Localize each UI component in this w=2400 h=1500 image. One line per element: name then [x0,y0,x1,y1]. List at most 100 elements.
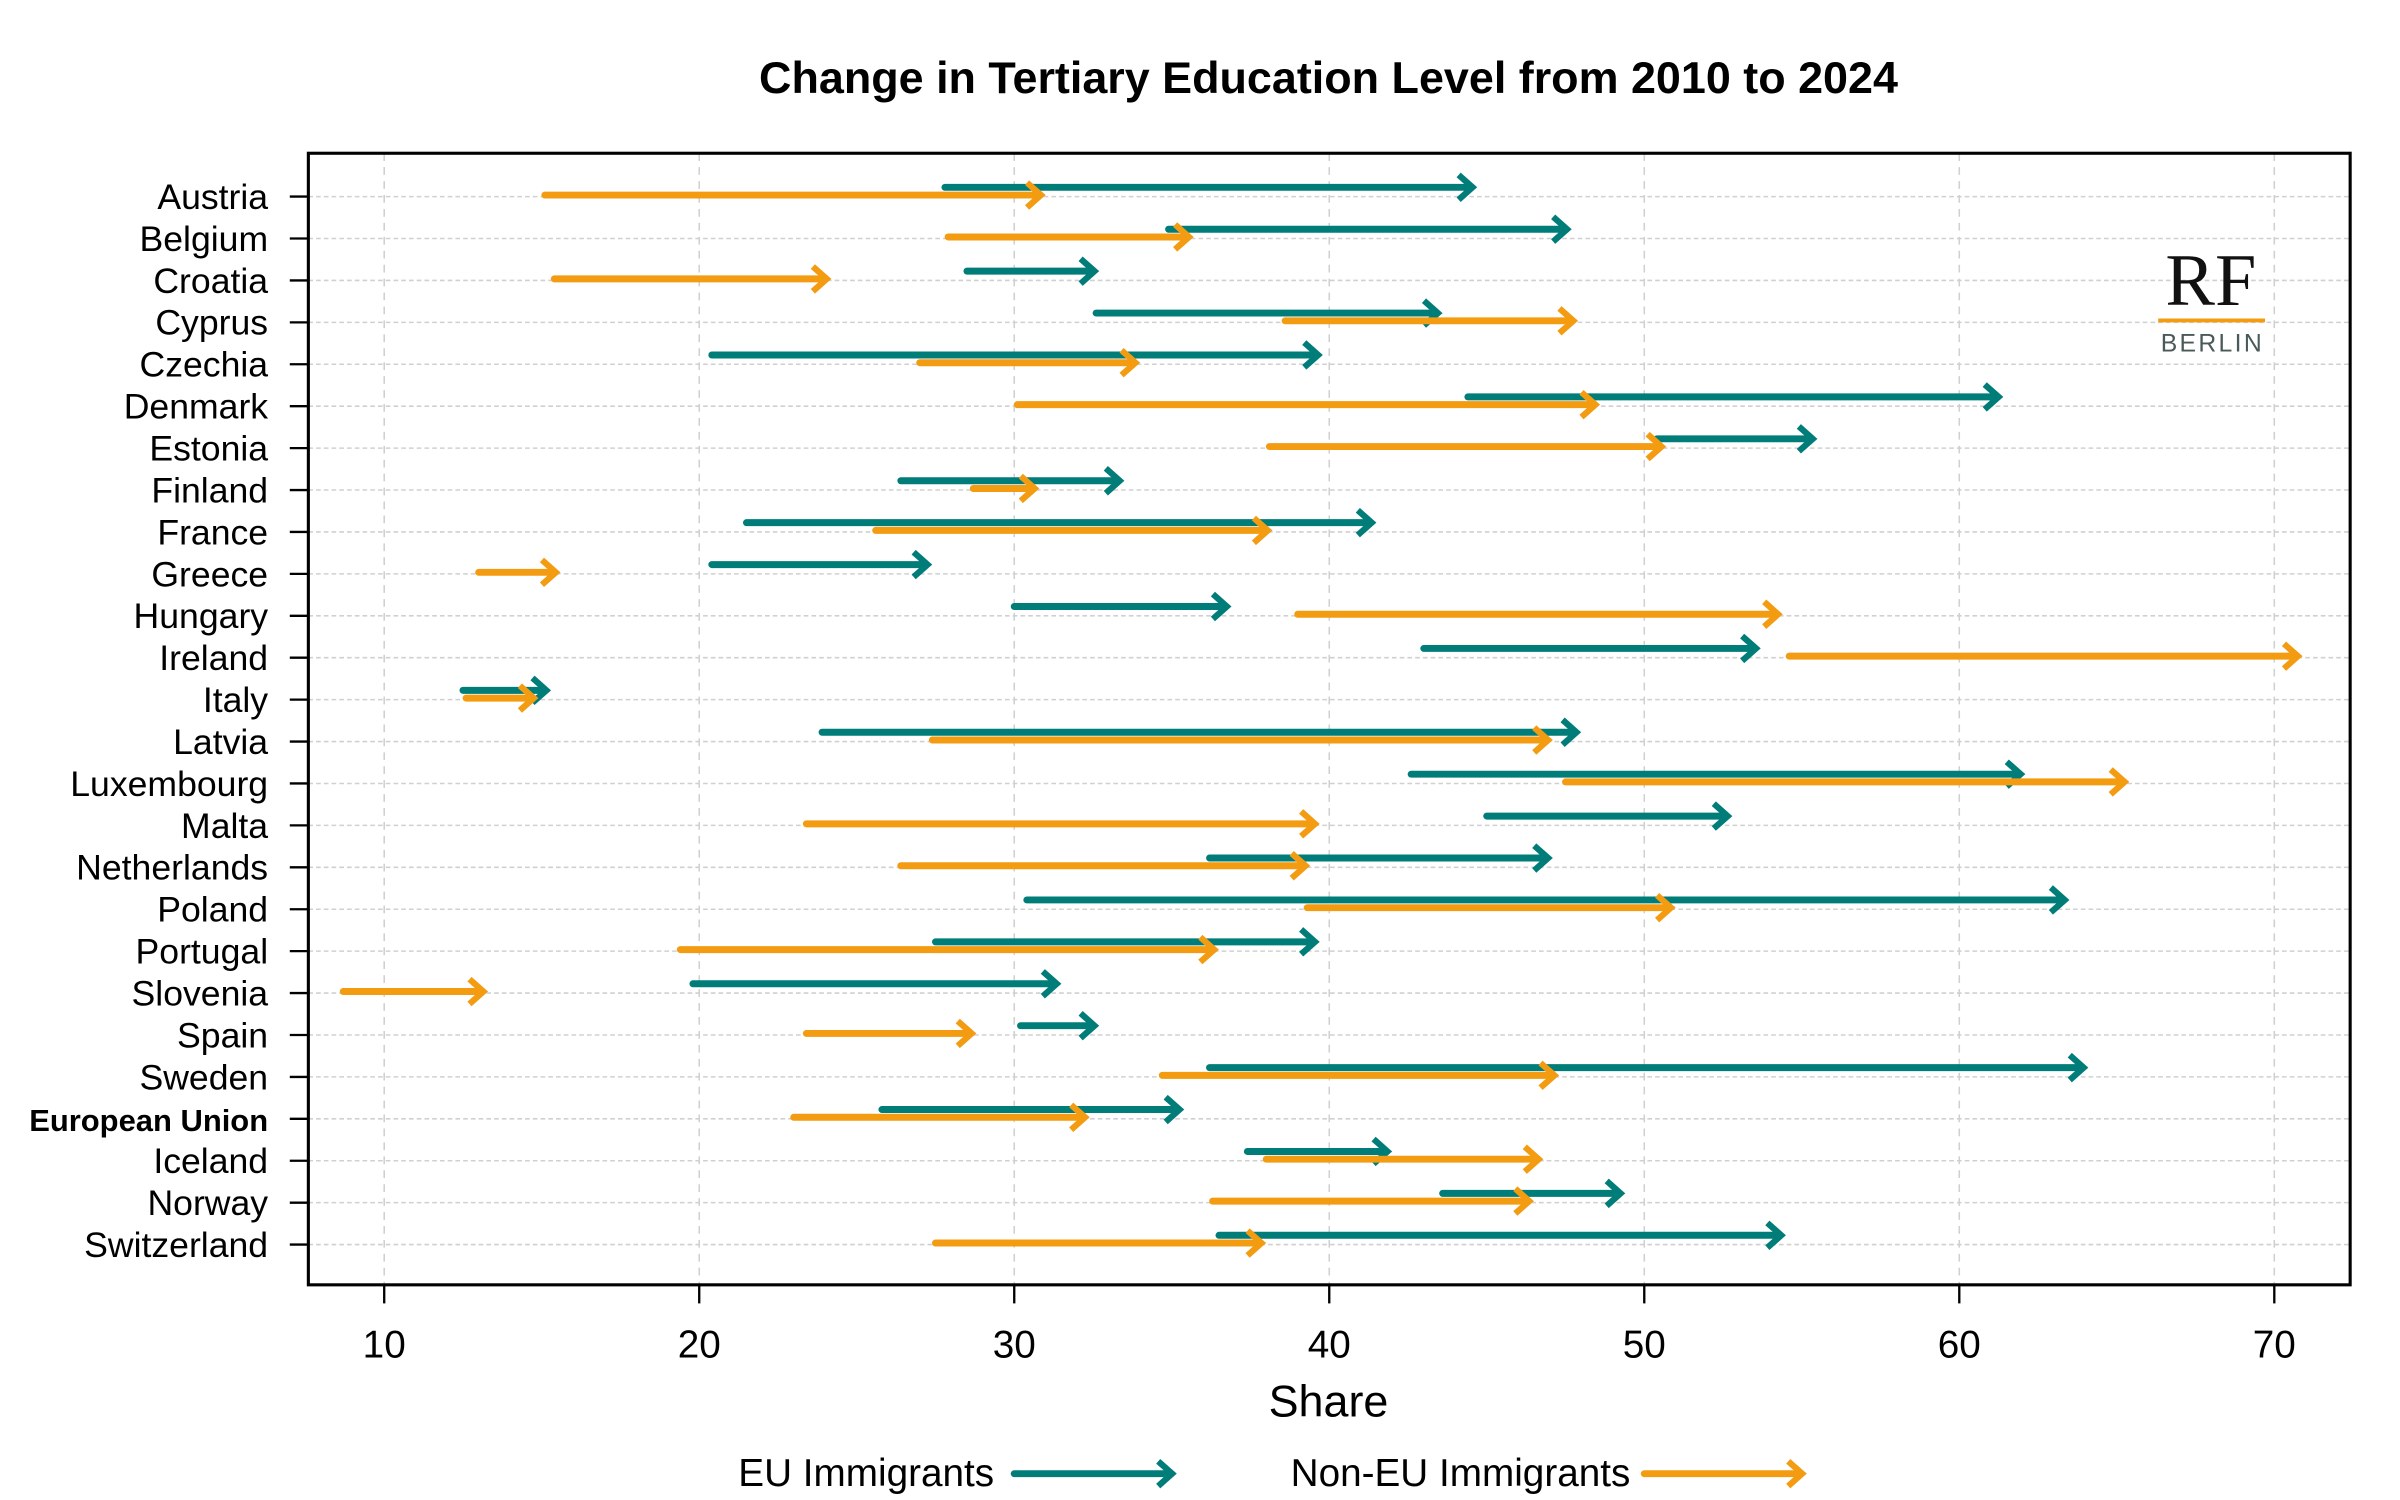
y-tick-label: Latvia [173,722,268,762]
y-tick-label: Finland [151,470,268,510]
arrow-head [1069,1102,1090,1132]
arrow-eu-slovenia [689,969,1062,999]
y-tick-label: Iceland [153,1141,268,1181]
arrow-head [1103,466,1125,496]
y-tick-label: Croatia [153,261,268,301]
arrow-noneu-latvia [928,725,1553,755]
arrow-noneu-greece [475,557,561,588]
arrow-head [1522,1144,1544,1174]
y-tick-label: Estonia [149,428,268,468]
arrow-head [1740,633,1761,664]
arrow-head [1796,424,1818,454]
arrow-noneu-switzerland [932,1228,1267,1258]
arrow-eu-greece [708,549,933,580]
y-tick-label: Italy [203,680,268,720]
arrow-eu-malta [1483,801,1733,831]
arrow-noneu-iceland [1262,1144,1544,1174]
logo-sub: BERLIN [2161,330,2264,357]
arrow-eu-finland [897,466,1125,496]
arrow-head [1579,389,1601,420]
arrow-eu-latvia [818,717,1582,747]
arrow-head [1456,172,1478,203]
arrow-noneu-norway [1209,1186,1534,1216]
arrow-noneu-hungary [1294,599,1783,629]
arrow-noneu-croatia [550,264,832,294]
arrow-noneu-malta [802,809,1320,839]
arrow-head [1119,348,1141,378]
y-tick-label: Sweden [139,1057,268,1097]
y-tick-label: Slovenia [132,973,269,1013]
y-tick-label: Greece [151,554,268,594]
arrow-noneu-poland [1303,892,1676,923]
arrow-head [539,557,561,588]
x-tick-label: 50 [1623,1324,1666,1367]
arrow-head [1560,717,1582,747]
y-tick-label: Denmark [124,387,269,427]
arrow-eu-estonia [1653,424,1818,454]
arrow-noneu-belgium [944,222,1194,252]
arrow-noneu-sweden [1158,1060,1560,1091]
arrow-noneu-portugal [676,934,1219,965]
arrow-head [1018,473,1040,504]
arrow-head [1025,180,1046,210]
arrow-head [1765,1220,1786,1250]
arrow-noneu-france [872,515,1273,546]
arrow-head [1538,1060,1560,1091]
arrow-head [1645,431,1667,462]
y-tick-label: Czechia [140,345,269,385]
arrow-eu-hungary [1010,591,1232,622]
arrow-head [1245,1228,1267,1258]
arrow-head [1198,934,1219,965]
arrow-head [911,549,933,580]
arrow-head [1156,1458,1177,1489]
y-tick-label: Poland [157,890,268,930]
legend-arrow-noneu [1640,1458,1807,1489]
arrow-eu-sweden [1206,1052,2089,1083]
arrow-head [1299,809,1320,839]
x-tick-label: 20 [678,1324,721,1367]
y-tick-label: Switzerland [84,1225,268,1265]
arrow-noneu-slovenia [339,976,489,1007]
y-tick-label: France [157,512,268,552]
chart-title: Change in Tertiary Education Level from … [759,52,1898,103]
logo-main: RF [2165,240,2256,322]
arrow-eu-european-union [878,1094,1185,1125]
arrow-eu-croatia [963,256,1100,286]
arrow-head [1355,507,1377,538]
arrow-head [1551,214,1572,244]
x-axis-label: Share [1269,1375,1389,1426]
y-tick-label: Spain [177,1015,268,1055]
arrow-head [1173,222,1194,252]
arrow-head [1532,725,1553,755]
arrow-head [1078,1010,1100,1041]
y-tick-label: Austria [157,177,268,217]
x-tick-label: 60 [1938,1324,1981,1367]
arrow-head [2048,885,2070,915]
x-axis: 10 20 30 40 50 60 70 [363,1284,2296,1367]
arrow-head [1604,1178,1626,1209]
arrow-noneu-european-union [790,1102,1090,1132]
arrow-head [1557,306,1579,336]
y-tick-label: Belgium [140,219,269,259]
logo: RF BERLIN [2158,240,2266,357]
arrow-noneu-finland [969,473,1040,504]
legend-label-eu: EU Immigrants [738,1452,994,1495]
arrow-head [2281,641,2303,671]
arrow-head [955,1018,977,1049]
y-tick-label: Norway [147,1183,268,1223]
y-tick-label: Malta [181,806,268,846]
arrow-noneu-estonia [1265,431,1667,462]
arrow-head [1711,801,1733,831]
arrow-noneu-ireland [1785,641,2303,671]
arrow-head [1040,969,1062,999]
arrow-noneu-netherlands [897,851,1311,881]
arrow-noneu-cyprus [1281,306,1579,336]
arrow-eu-poland [1023,885,2070,915]
arrow-head [1655,892,1676,923]
arrow-noneu-denmark [1013,389,1601,420]
arrow-head [1302,340,1323,370]
arrow-eu-netherlands [1206,843,1553,873]
arrow-head [2108,767,2130,797]
arrow-eu-belgium [1165,214,1572,244]
